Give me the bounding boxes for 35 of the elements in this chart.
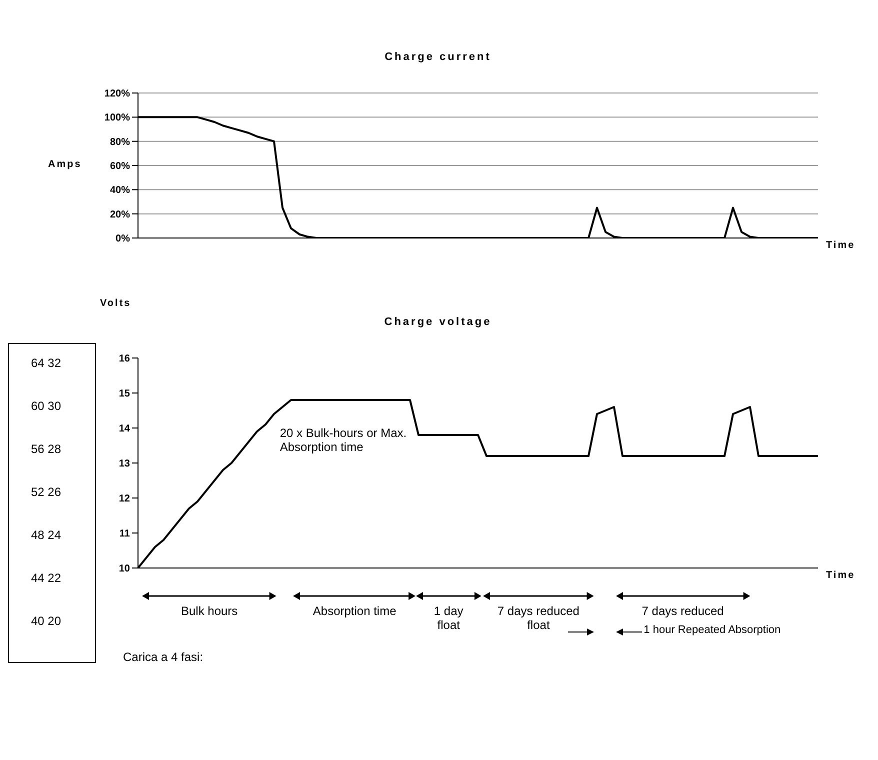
text: 44 22 (31, 571, 62, 585)
text: 1 hour Repeated Absorption (644, 624, 781, 636)
y-tick-label: 13 (118, 458, 130, 470)
text: Bulk hours (180, 604, 239, 618)
y-tick-label: 12 (118, 494, 130, 505)
y-tick-label: 10 (118, 564, 130, 575)
text: 64 32 (31, 356, 62, 370)
y-tick-label: 16 (118, 354, 130, 365)
y-tick-label: 80% (110, 136, 130, 148)
y-tick-label: 20% (110, 209, 130, 220)
y-axis-title: Amps (48, 158, 82, 170)
text: 40 20 (31, 614, 62, 628)
text: 1 day float (432, 604, 464, 632)
y-tick-label: 100% (104, 112, 130, 124)
y-tick-label: 120% (104, 88, 130, 100)
chart-title: Charge voltage (383, 316, 493, 328)
text: 52 26 (31, 485, 62, 499)
y-axis-title: Volts (100, 298, 132, 309)
text: 60 30 (31, 399, 62, 413)
annotation: 20 x Bulk-hours or Max. Absorption time (280, 426, 408, 454)
text: Absorption time (312, 604, 398, 618)
y-tick-label: 15 (118, 388, 130, 400)
text: 48 24 (31, 528, 62, 542)
text: 56 28 (31, 442, 62, 456)
y-tick-label: 14 (118, 424, 130, 435)
x-axis-title: Time (826, 570, 856, 581)
text: 7 days reduced (640, 604, 725, 618)
text: Carica a 4 fasi: (123, 650, 204, 664)
x-axis-title: Time (826, 240, 856, 251)
y-tick-label: 0% (116, 234, 130, 245)
text: 7 days reduced float (496, 604, 580, 632)
y-tick-label: 60% (110, 161, 130, 172)
y-tick-label: 40% (110, 185, 130, 196)
y-tick-label: 11 (119, 528, 130, 540)
chart-title: Charge current (384, 51, 492, 63)
